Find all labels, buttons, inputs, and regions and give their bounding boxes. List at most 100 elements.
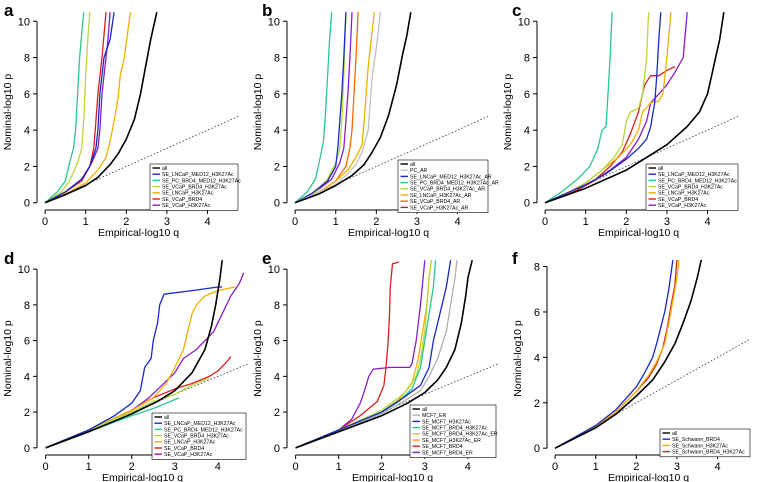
y-tick-label: 8 [274,300,280,312]
series-line-SE_VCaP_BRD4_H3K27Ac_AR [294,12,347,204]
chart-panel-f: f 0 2 4 6 8 0 1 2 3 4 Empirical-log10 q Nominal-log1… [512,249,751,482]
y-tick-label: 4 [24,125,30,137]
legend-entry: SE_VCaP_BRD4 [164,446,204,452]
y-tick-label: 0 [534,443,540,455]
y-tick-label: 6 [274,89,280,101]
series-line-all [554,260,703,449]
legend-entry: SE_PC_BRD4_MED12_H3K27Ac [658,178,737,184]
y-tick-label: 8 [524,53,530,65]
x-tick-label: 1 [86,461,92,473]
series-line-all [294,12,412,204]
y-tick-label: 6 [274,336,280,348]
x-tick-label: 2 [123,216,129,228]
x-tick-label: 0 [552,461,558,473]
x-axis-title: Empirical-log10 q [98,227,179,239]
legend-entry: SE_VCaP_BRD4_H3K27Ac [658,185,723,191]
legend-entry: SE_LNCaP_H3K27Ac [658,191,710,197]
y-tick-label: 10 [18,264,30,276]
series-line-SE_VCaP_BRD4_H3K27Ac [44,12,91,204]
series-line-SE_MCF7_H3K27Ac [295,260,452,449]
x-tick-label: 0 [293,461,299,473]
y-tick-label: 2 [534,398,540,410]
chart-panel-b: b 0 2 4 6 8 10 0 1 2 3 4 Empirical-log10 q Nominal-lo… [252,1,499,239]
series-line-SE_MCF7_BRD4_ER [295,260,426,449]
legend-entry: all [672,431,677,437]
legend-entry: SE_LNCaP_MED12_H3K27Ac [658,172,730,178]
legend-entry: SE_MCF7_H3K27Ac_ER [422,438,481,444]
x-tick-label: 4 [215,461,221,473]
legend-entry: SE_LNCaP_MED12_H3K27Ac [164,421,236,427]
legend: allSE_LNCaP_MED12_H3K27AcSE_PC_BRD4_MED1… [149,163,241,211]
x-tick-label: 0 [542,216,548,228]
y-tick-label: 10 [518,16,530,28]
x-tick-label: 4 [704,216,710,228]
legend-entry: SE_MCF7_BRD4_H3K27Ac [422,426,488,432]
y-tick-label: 10 [268,264,280,276]
legend-entry: SE_Schwann_BRD4_H3K27Ac [672,450,745,456]
legend-entry: SE_VCaP_BRD4_H3K27Ac [164,434,229,440]
y-tick-label: 8 [274,53,280,65]
y-tick-label: 4 [274,125,280,137]
y-tick-label: 4 [274,371,280,383]
panel-label: d [4,249,14,268]
y-tick-label: 2 [274,407,280,419]
x-tick-label: 3 [172,461,178,473]
y-tick-label: 2 [274,161,280,173]
series-line-SE_VCaP_BRD4 [544,66,676,204]
panel-label: f [512,249,518,268]
identity-line [44,115,240,204]
legend-box [409,404,497,458]
chart-panel-a: a 0 2 4 6 8 10 0 1 2 3 4 Empirical-log10 q Nominal-lo… [2,1,241,239]
y-tick-label: 6 [24,89,30,101]
legend: allMCF7_ERSE_MCF7_H3K27AcSE_MCF7_BRD4_H3… [409,404,498,458]
series-line-SE_VCaP_BRD4_AR [294,12,359,204]
chart-panel-d: d 0 2 4 6 8 10 0 1 2 3 4 Empirical-log10 q Nominal-lo… [2,249,248,482]
legend-entry: SE_VCaP_BRD4_H3K27Ac_AR [410,187,485,193]
y-tick-label: 4 [24,371,30,383]
legend-entry: all [162,166,167,172]
legend-entry: SE_LNCaP_MED12_H3K27Ac_AR [410,174,492,180]
y-tick-label: 4 [524,125,530,137]
x-tick-label: 3 [674,461,680,473]
y-tick-label: 8 [24,300,30,312]
x-tick-label: 2 [633,461,639,473]
x-tick-label: 1 [333,216,339,228]
y-tick-label: 2 [524,161,530,173]
series-line-SE_LNCaP_MED12_H3K27Ac [544,12,662,204]
x-axis-title: Empirical-log10 q [102,472,183,482]
y-tick-label: 2 [24,407,30,419]
legend: allSE_Schwann_BRD4SE_Schwann_H3K27AcSE_S… [659,428,751,458]
legend-entry: MCF7_ER [422,413,446,419]
y-tick-label: 6 [534,307,540,319]
series-line-SE_VCaP_BRD4_H3K27Ac [544,12,650,204]
y-tick-label: 6 [524,89,530,101]
y-axis-title: Nominal-log10 p [252,74,264,151]
legend-entry: PC_AR [410,168,428,174]
series-line-all [45,260,223,449]
series-line-SE_MCF7_BRD4_H3K27Ac_ER [295,260,432,449]
panel-label: b [262,1,272,20]
legend-entry: SE_VCaP_H3K27Ac_AR [410,205,469,211]
legend-entry: SE_LNCaP_H3K27Ac [162,191,214,197]
series-line-SE_VCaP_H3K27Ac_AR [294,12,353,204]
series-line-SE_MCF7_BRD4 [295,261,400,449]
legend-entry: all [422,407,427,413]
series-line-SE_VCaP_BRD4 [44,12,107,204]
x-tick-label: 1 [593,461,599,473]
legend-box [645,163,739,211]
series-line-SE_LNCaP_H3K27Ac_AR [294,12,375,204]
x-tick-label: 4 [465,461,471,473]
legend-entry: all [410,162,415,168]
legend-entry: SE_PC_BRD4_MED12_H3K27Ac [164,427,243,433]
x-tick-label: 1 [583,216,589,228]
y-tick-label: 4 [534,352,540,364]
y-axis-title: Nominal-log10 p [2,320,14,397]
x-tick-label: 0 [43,461,49,473]
series-line-SE_LNCaP_H3K27Ac [44,12,132,204]
legend-entry: SE_VCaP_BRD4 [658,197,698,203]
x-axis-title: Empirical-log10 q [608,472,689,482]
panel-label: e [262,249,271,268]
legend: allSE_LNCaP_MED12_H3K27AcSE_PC_BRD4_MED1… [151,412,247,460]
panel-label: a [4,1,14,20]
